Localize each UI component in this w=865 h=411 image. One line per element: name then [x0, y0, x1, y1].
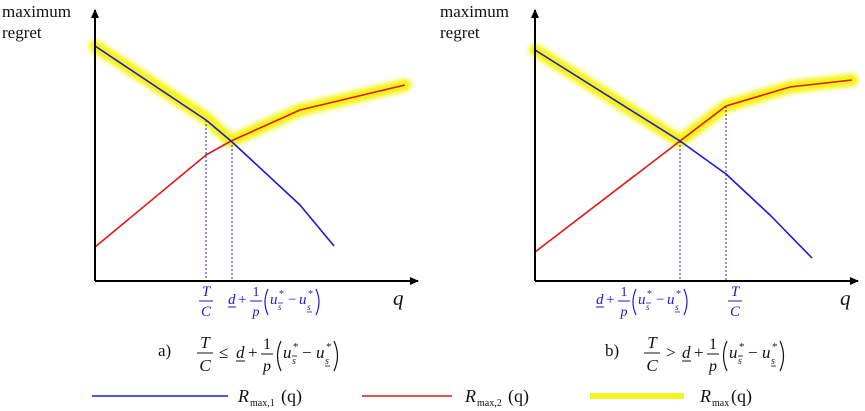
- svg-text:s: s: [675, 302, 679, 312]
- rmax1-curve-b: [534, 49, 813, 259]
- svg-text:p: p: [708, 358, 717, 375]
- svg-text:*: *: [676, 289, 681, 300]
- svg-text:a): a): [158, 341, 171, 360]
- svg-text:C: C: [646, 356, 658, 375]
- svg-text:s: s: [738, 356, 742, 367]
- svg-text:T: T: [647, 333, 658, 352]
- svg-text:max: max: [712, 398, 729, 409]
- svg-text:s: s: [307, 302, 311, 312]
- svg-text:u: u: [270, 292, 278, 308]
- x-axis-label-a: q: [393, 286, 404, 310]
- legend: R max,1 (q) R max,2 (q) R max (q): [92, 386, 752, 409]
- svg-text:1: 1: [263, 336, 271, 353]
- svg-text:+: +: [248, 343, 258, 362]
- svg-text:C: C: [199, 356, 211, 375]
- svg-text:−: −: [288, 292, 296, 308]
- svg-text:T: T: [200, 333, 211, 352]
- svg-text:1: 1: [709, 336, 717, 353]
- svg-text:1: 1: [621, 285, 628, 300]
- rmax-highlight-a: [88, 39, 412, 148]
- svg-text:(q): (q): [508, 386, 529, 407]
- legend-item-rmax1: R max,1 (q): [92, 386, 302, 409]
- svg-text:*: *: [326, 341, 332, 353]
- svg-text:+: +: [606, 292, 614, 308]
- y-axis-label-line2: regret: [2, 23, 42, 42]
- rmax2-curve-a: [94, 84, 406, 248]
- panel-a: maximum regret q T C d + 1: [2, 2, 419, 375]
- svg-text:d: d: [596, 292, 604, 308]
- legend-item-rmax: R max (q): [590, 386, 752, 409]
- x-axis-label-b: q: [840, 286, 851, 310]
- svg-text:s: s: [646, 302, 650, 312]
- svg-text:*: *: [772, 341, 778, 353]
- svg-text:max,2: max,2: [477, 398, 502, 409]
- svg-text:u: u: [762, 343, 771, 362]
- svg-text:max,1: max,1: [250, 398, 275, 409]
- y-axis-label-line1-b: maximum: [440, 2, 509, 21]
- svg-text:C: C: [730, 304, 741, 320]
- svg-text:+: +: [694, 343, 704, 362]
- svg-text:R: R: [237, 386, 249, 406]
- rmax1-curve-a: [94, 45, 335, 247]
- svg-text:≤: ≤: [219, 343, 228, 362]
- svg-text:R: R: [464, 386, 476, 406]
- svg-text:s: s: [292, 356, 296, 367]
- svg-text:*: *: [647, 289, 652, 300]
- svg-text:p: p: [252, 305, 260, 320]
- svg-text:s: s: [771, 356, 775, 367]
- svg-text:u: u: [316, 343, 325, 362]
- svg-text:b): b): [605, 341, 619, 360]
- caption-b: b) T C > d + 1 p u * s − u * s: [605, 333, 785, 375]
- svg-text:T: T: [202, 284, 212, 300]
- legend-item-rmax2: R max,2 (q): [362, 386, 529, 409]
- svg-text:−: −: [656, 292, 664, 308]
- svg-text:*: *: [293, 341, 299, 353]
- svg-text:−: −: [748, 343, 758, 362]
- svg-text:>: >: [666, 343, 676, 362]
- svg-text:(q): (q): [281, 386, 302, 407]
- y-axis-label-line2-b: regret: [440, 23, 480, 42]
- svg-text:u: u: [283, 343, 292, 362]
- tick-label-threshold-b: d + 1 p u * s − u * s: [596, 285, 688, 320]
- svg-text:d: d: [236, 343, 245, 362]
- tick-label-tc-b: T C: [728, 284, 742, 320]
- svg-text:u: u: [299, 292, 307, 308]
- svg-text:u: u: [638, 292, 646, 308]
- svg-text:+: +: [238, 292, 246, 308]
- svg-text:p: p: [262, 358, 271, 375]
- y-axis-label-line1: maximum: [2, 2, 71, 21]
- rmax-highlight-b: [528, 43, 859, 148]
- svg-text:u: u: [667, 292, 675, 308]
- svg-text:T: T: [731, 284, 741, 300]
- svg-text:s: s: [278, 302, 282, 312]
- caption-a: a) T C ≤ d + 1 p u * s − u * s: [158, 333, 339, 375]
- rmax2-curve-b: [534, 79, 853, 253]
- svg-text:R: R: [699, 386, 711, 406]
- svg-text:(q): (q): [731, 386, 752, 407]
- svg-text:p: p: [620, 305, 628, 320]
- svg-text:*: *: [308, 289, 313, 300]
- svg-text:d: d: [228, 292, 236, 308]
- svg-text:−: −: [302, 343, 312, 362]
- tick-label-threshold-a: d + 1 p u * s − u * s: [228, 285, 320, 320]
- svg-text:s: s: [325, 356, 329, 367]
- tick-label-tc-a: T C: [199, 284, 213, 320]
- svg-text:u: u: [729, 343, 738, 362]
- svg-text:d: d: [682, 343, 691, 362]
- panel-b: maximum regret q d + 1 p u * s − u: [440, 2, 859, 375]
- svg-text:C: C: [201, 304, 212, 320]
- svg-text:*: *: [739, 341, 745, 353]
- svg-text:1: 1: [253, 285, 260, 300]
- svg-text:*: *: [279, 289, 284, 300]
